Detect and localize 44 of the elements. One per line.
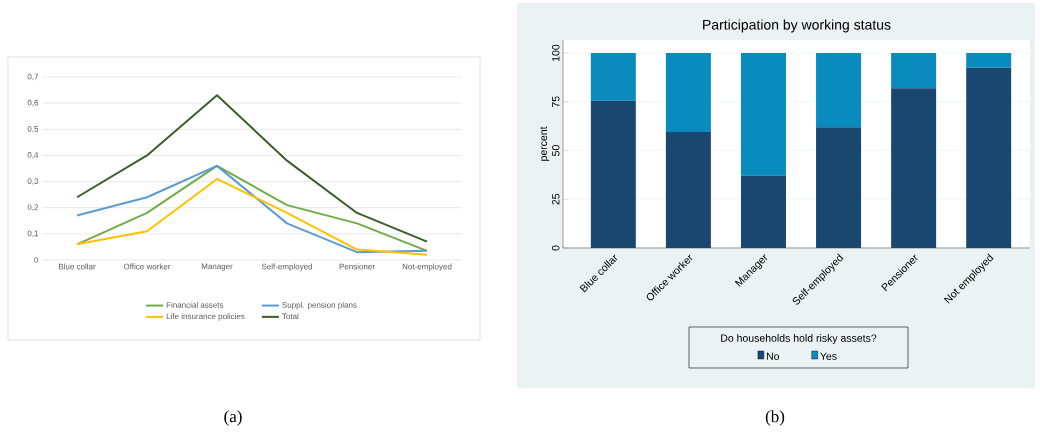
chart-title: Participation by working status — [703, 19, 891, 33]
bar — [590, 53, 636, 101]
bar — [891, 88, 937, 248]
y-axis-title: percent — [540, 126, 550, 161]
y-tick-label: 0,5 — [27, 125, 39, 133]
bar — [590, 100, 636, 248]
y-tick-label: 0 — [34, 257, 39, 263]
bar — [816, 53, 862, 128]
y-tick-label: 50 — [552, 145, 560, 156]
y-tick-label: 0,6 — [27, 99, 39, 107]
legend-title: Do households hold risky assets? — [721, 334, 877, 344]
bar — [740, 53, 786, 176]
x-tick-label: Blue collar — [59, 263, 96, 270]
line-series — [76, 94, 429, 243]
legend-label: Suppl. pension plans — [282, 301, 357, 310]
bar — [665, 53, 711, 132]
y-tick-label: 0 — [552, 245, 560, 251]
legend-label: Life insurance policies — [166, 313, 245, 321]
bar — [665, 132, 711, 248]
x-tick-label: Office worker — [123, 263, 171, 270]
legend-label: No — [766, 352, 780, 360]
y-tick-label: 0,1 — [27, 230, 39, 238]
line-series — [76, 177, 429, 256]
bar — [891, 53, 937, 89]
y-tick-label: 0,4 — [27, 152, 39, 159]
bar — [966, 53, 1012, 68]
y-tick-label: 25 — [552, 193, 560, 205]
legend-label: Financial assets — [166, 301, 224, 308]
y-tick-label: 0,3 — [27, 178, 39, 185]
x-tick-label: Pensioner — [339, 263, 375, 270]
legend-label: Total — [282, 313, 299, 320]
x-tick-label: Manager — [201, 263, 233, 271]
text: (a) — [224, 410, 242, 426]
text: (b) — [765, 410, 785, 426]
y-tick-label: 100 — [552, 44, 560, 62]
y-tick-label: 0,2 — [27, 204, 39, 212]
x-tick-label: Not-employed — [402, 263, 452, 271]
legend-label: Yes — [820, 352, 837, 360]
bar — [740, 175, 786, 248]
bar — [966, 67, 1012, 248]
bar — [816, 127, 862, 248]
x-tick-label: Self-employed — [261, 263, 313, 271]
y-tick-label: 75 — [552, 96, 560, 108]
y-tick-label: 0,7 — [27, 73, 39, 81]
